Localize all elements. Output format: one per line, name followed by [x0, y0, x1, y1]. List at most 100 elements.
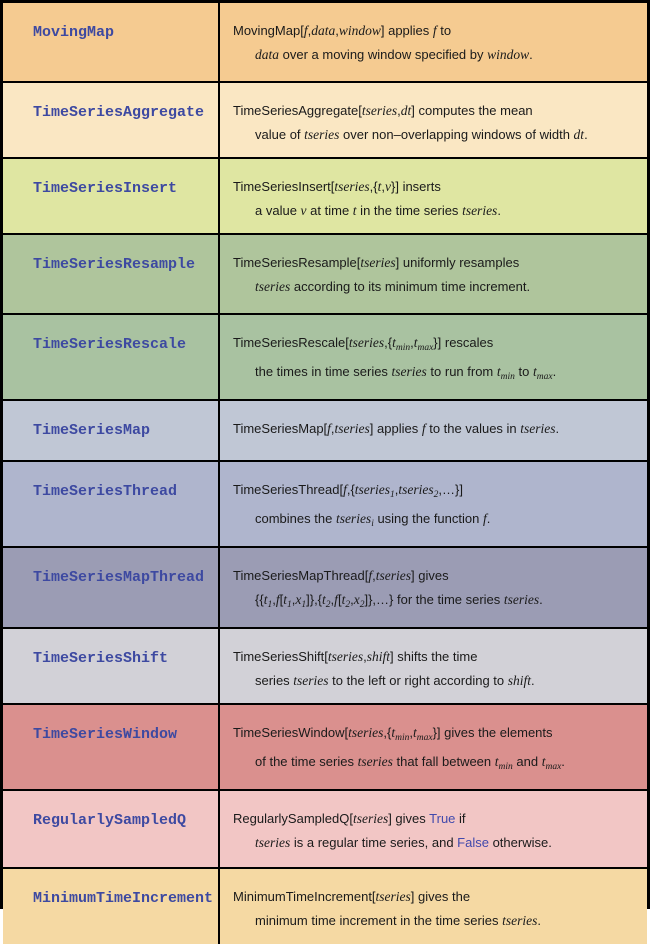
parameter-text: tseries: [334, 179, 370, 194]
description-text: max: [416, 733, 433, 743]
description-text: combines the: [255, 511, 336, 526]
parameter-text: x: [353, 592, 360, 607]
function-description: TimeSeriesInsert[tseries,{t,v}] inserts a…: [220, 159, 647, 233]
description-line: combines the tseriesi using the function…: [233, 507, 639, 536]
parameter-text: t: [541, 754, 546, 769]
parameter-text: tseries: [352, 811, 389, 826]
description-text: to run from: [426, 364, 497, 379]
function-description: TimeSeriesThread[f,{tseries1,tseries2,…}…: [220, 462, 647, 546]
parameter-text: tseries: [348, 725, 384, 740]
description-text: to: [514, 364, 533, 379]
function-name: TimeSeriesRescale: [3, 315, 220, 399]
function-description: TimeSeriesWindow[tseries,{tmin,tmax}] gi…: [220, 705, 647, 789]
description-text: minimum time increment in the time serie…: [255, 913, 503, 928]
description-line: TimeSeriesWindow[tseries,{tmin,tmax}] gi…: [233, 721, 639, 750]
description-text: ,: [381, 179, 385, 194]
parameter-text: tseries: [255, 835, 291, 850]
keyword-text: True: [429, 811, 456, 826]
parameter-text: f: [432, 23, 437, 38]
description-text: to: [436, 23, 452, 38]
parameter-text: shift: [366, 649, 391, 664]
description-text: series: [255, 673, 294, 688]
description-text: ] applies: [380, 23, 433, 38]
description-line: TimeSeriesInsert[tseries,{t,v}] inserts: [233, 175, 639, 199]
parameter-text: f: [368, 568, 373, 583]
parameter-text: t: [532, 364, 537, 379]
description-line: TimeSeriesMap[f,tseries] applies f to th…: [233, 417, 639, 441]
function-name: TimeSeriesAggregate: [3, 83, 220, 157]
table-row: RegularlySampledQ RegularlySampledQ[tser…: [3, 791, 647, 869]
parameter-text: tseries: [360, 255, 396, 270]
parameter-text: window: [338, 23, 381, 38]
function-name: TimeSeriesInsert: [3, 159, 220, 233]
description-line: TimeSeriesAggregate[tseries,dt] computes…: [233, 99, 639, 123]
description-text: that fall between: [392, 754, 495, 769]
parameter-text: tseries: [348, 335, 385, 350]
description-text: ,: [272, 592, 276, 607]
description-line: TimeSeriesThread[f,{tseries1,tseries2,…}…: [233, 478, 639, 507]
table-row: TimeSeriesInsert TimeSeriesInsert[tserie…: [3, 159, 647, 235]
function-description: MinimumTimeIncrement[tseries] gives the m…: [220, 869, 647, 944]
description-text: min: [500, 372, 515, 382]
parameter-text: x: [295, 592, 302, 607]
parameter-text: window: [487, 47, 530, 62]
function-description: TimeSeriesRescale[tseries,{tmin,tmax}] r…: [220, 315, 647, 399]
description-text: ]},{: [306, 592, 323, 607]
table-row: MovingMap MovingMap[f,data,window] appli…: [3, 3, 647, 83]
table-row: MinimumTimeIncrement MinimumTimeIncremen…: [3, 869, 647, 944]
description-text: is a regular time series, and: [290, 835, 458, 850]
function-description: RegularlySampledQ[tseries] gives True if…: [220, 791, 647, 867]
description-text: .: [552, 364, 557, 379]
parameter-text: f: [334, 592, 338, 607]
description-text: .: [531, 673, 535, 688]
description-text: [: [279, 592, 284, 607]
description-text: TimeSeriesShift[: [233, 649, 328, 664]
function-name: RegularlySampledQ: [3, 791, 220, 867]
description-text: min: [498, 762, 513, 772]
description-text: using the function: [373, 511, 483, 526]
parameter-text: t: [391, 725, 396, 740]
parameter-text: t: [352, 203, 357, 218]
table-row: TimeSeriesShift TimeSeriesShift[tseries,…: [3, 629, 647, 705]
description-text: TimeSeriesResample[: [233, 255, 361, 270]
description-text: 1: [301, 600, 307, 610]
description-text: min: [395, 343, 411, 353]
parameter-text: dt: [573, 127, 585, 142]
description-text: ] gives: [411, 568, 449, 583]
description-text: TimeSeriesWindow[: [233, 725, 349, 740]
description-text: TimeSeriesMapThread[: [233, 568, 369, 583]
description-text: i: [371, 519, 374, 529]
description-text: ,{: [384, 335, 393, 350]
parameter-text: t: [283, 592, 287, 607]
description-text: .: [555, 421, 560, 436]
description-text: at time: [306, 203, 353, 218]
parameter-text: tseries: [255, 279, 291, 294]
parameter-text: tseries: [398, 482, 434, 497]
description-text: ,: [307, 23, 312, 38]
description-text: ] applies: [369, 421, 422, 436]
parameter-text: data: [311, 23, 336, 38]
description-text: ,{: [346, 482, 355, 497]
parameter-text: t: [496, 364, 501, 379]
function-description: TimeSeriesMap[f,tseries] applies f to th…: [220, 401, 647, 460]
description-text: ,: [330, 592, 335, 607]
description-text: a value: [255, 203, 301, 218]
description-line: data over a moving window specified by w…: [233, 43, 639, 67]
description-text: 2: [325, 600, 331, 610]
description-text: ] shifts the time: [390, 649, 478, 664]
description-text: min: [395, 733, 410, 743]
description-text: ] uniformly resamples: [395, 255, 520, 270]
table-row: TimeSeriesMapThread TimeSeriesMapThread[…: [3, 548, 647, 629]
description-line: TimeSeriesShift[tseries,shift] shifts th…: [233, 645, 639, 669]
description-text: ,…}]: [438, 482, 463, 497]
description-text: ,: [350, 592, 354, 607]
parameter-text: t: [263, 592, 268, 607]
description-text: ,{: [383, 725, 392, 740]
function-name: MovingMap: [3, 3, 220, 81]
parameter-text: shift: [507, 673, 532, 688]
description-text: ,: [335, 23, 339, 38]
function-description: TimeSeriesShift[tseries,shift] shifts th…: [220, 629, 647, 703]
parameter-text: t: [341, 592, 346, 607]
description-text: TimeSeriesMap[: [233, 421, 328, 436]
